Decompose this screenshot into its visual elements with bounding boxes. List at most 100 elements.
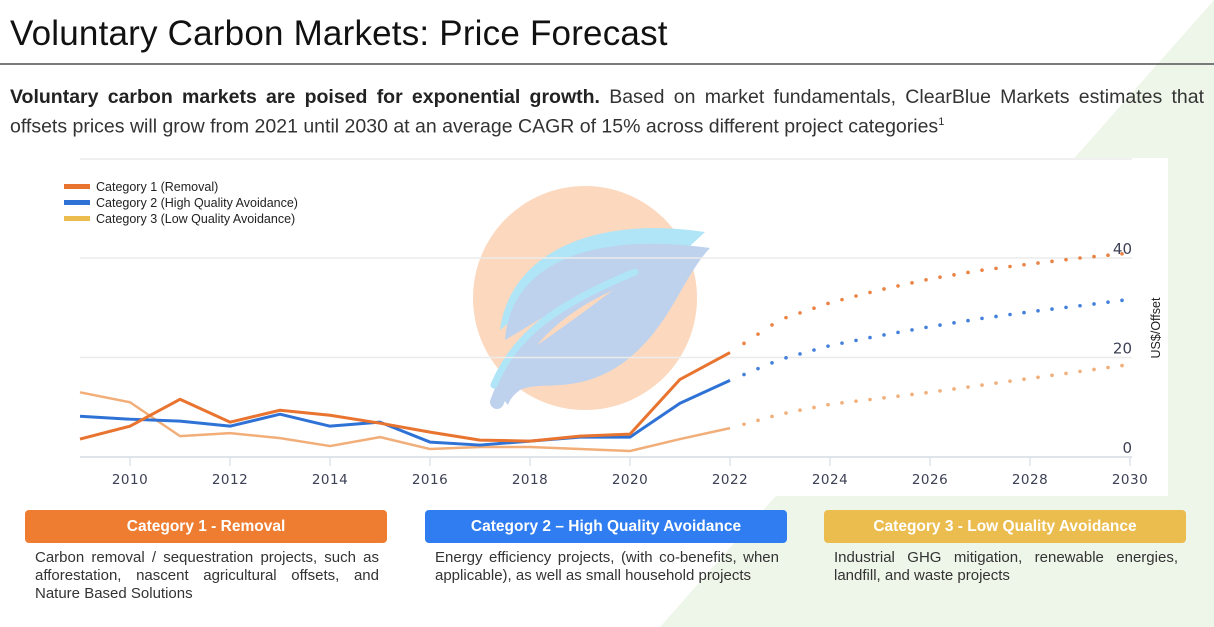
category-1-forecast-dot [826,301,830,306]
legend-label-category-1: Category 1 (Removal) [96,180,218,194]
category-1-forecast-dot [1050,259,1054,264]
subtitle-headline: Voluntary carbon markets are poised for … [10,86,600,108]
category-1-forecast-dot [784,315,788,320]
category-2-forecast-dot [966,318,970,323]
category-3-forecast-dot [1008,379,1012,383]
card-description: Energy efficiency projects, (with co-ben… [435,549,779,584]
legend-swatch-category-1 [64,184,90,189]
category-3-forecast-dot [1050,373,1054,378]
x-tick-label: 2030 [1112,472,1148,488]
legend-label-category-3: Category 3 (Low Quality Avoidance) [96,212,295,226]
category-1-forecast-dot [854,294,858,298]
category-1-forecast-dot [742,341,746,346]
category-1-forecast-dot [770,323,774,327]
y-axis-label: US$/Offset [1149,297,1163,358]
x-tick-label: 2012 [212,472,248,488]
title-divider [0,63,1214,65]
category-1-forecast-line [742,252,1124,346]
category-3-forecast-dot [896,394,900,398]
category-3-forecast-dot [938,389,942,393]
category-2-forecast-dot [812,348,816,352]
watermark-leaf [500,243,710,405]
subtitle-body: Based on market fundamentals, ClearBlue … [10,86,1204,138]
category-1-forecast-dot [910,281,914,285]
watermark-leaf-highlight [500,228,705,330]
category-1-forecast-dot [812,306,816,310]
category-3-forecast-dot [742,422,746,427]
x-tick-label: 2014 [312,472,348,488]
category-2-forecast-dot [826,344,830,348]
category-1-forecast-dot [1106,253,1110,258]
category-3-forecast-dot [1078,369,1082,374]
category-3-historical-line [79,391,731,453]
category-2-forecast-dot [924,325,928,330]
category-3-forecast-dot [812,405,816,410]
category-3-forecast-dot [980,383,984,387]
category-1-forecast-dot [1036,261,1040,265]
card-header: Category 2 – High Quality Avoidance [425,510,787,543]
category-2-forecast-dot [994,314,998,319]
leaf-logo-watermark [473,186,710,410]
category-2-forecast-dot [756,366,760,371]
category-2-forecast-dot [1106,300,1110,304]
category-2-historical-line [79,379,731,447]
category-card-high-quality: Category 2 – High Quality Avoidance Ener… [425,510,787,585]
x-tick-label: 2018 [512,472,548,488]
card-description: Carbon removal / sequestration projects,… [35,549,379,602]
category-1-forecast-dot [840,297,844,302]
card-header: Category 3 - Low Quality Avoidance [824,510,1186,543]
category-2-forecast-dot [742,372,746,377]
x-tick-label: 2026 [912,472,948,488]
category-3-forecast-dot [1036,375,1040,380]
category-3-forecast-dot [1092,367,1096,372]
category-1-forecast-dot [980,268,984,272]
category-3-forecast-dot [784,411,788,415]
category-3-forecast-line [742,363,1124,427]
category-1-forecast-dot [756,332,760,336]
category-2-forecast-dot [1050,307,1054,311]
category-2-forecast-dot [784,356,788,360]
category-1-forecast-dot [1092,254,1096,259]
category-2-forecast-dot [868,335,872,340]
category-1-forecast-dot [994,266,998,271]
category-1-forecast-dot [1120,252,1124,256]
legend-swatch-category-2 [64,200,90,205]
category-card-low-quality: Category 3 - Low Quality Avoidance Indus… [824,510,1186,585]
card-description: Industrial GHG mitigation, renewable ene… [834,549,1178,584]
y-tick-label: 0 [1122,439,1132,457]
category-3-forecast-dot [994,381,998,385]
category-3-forecast-dot [882,396,886,400]
category-1-forecast-dot [1064,257,1068,262]
category-3-forecast-dot [1064,371,1068,376]
category-2-forecast-dot [770,361,774,365]
legend-label-category-2: Category 2 (High Quality Avoidance) [96,196,298,210]
x-tick-label: 2020 [612,472,648,488]
legend-swatch-category-3 [64,216,90,221]
category-3-forecast-dot [1120,363,1124,368]
category-1-forecast-dot [896,284,900,288]
category-3-forecast-dot [854,399,858,403]
category-2-forecast-dot [1036,308,1040,313]
category-2-forecast-dot [1120,298,1124,303]
category-3-forecast-dot [770,414,774,419]
category-1-forecast-dot [952,273,956,277]
category-2-forecast-dot [980,316,984,321]
category-2-forecast-dot [1092,302,1096,306]
category-2-forecast-dot [952,321,956,325]
category-2-forecast-line [742,298,1124,377]
category-1-forecast-dot [966,270,970,275]
category-card-removal: Category 1 - Removal Carbon removal / se… [25,510,387,603]
category-3-forecast-dot [952,387,956,391]
category-1-forecast-dot [924,277,928,282]
category-3-forecast-dot [868,397,872,402]
category-3-forecast-dot [756,418,760,423]
category-3-forecast-dot [798,408,802,413]
category-2-forecast-dot [938,323,942,327]
category-2-forecast-dot [1078,303,1082,308]
category-1-forecast-dot [798,311,802,315]
category-2-forecast-dot [1008,312,1012,317]
category-3-forecast-dot [924,391,928,395]
category-1-historical-line [79,351,731,443]
category-2-forecast-dot [1064,305,1068,310]
chart-legend: Category 1 (Removal) Category 2 (High Qua… [64,180,298,226]
